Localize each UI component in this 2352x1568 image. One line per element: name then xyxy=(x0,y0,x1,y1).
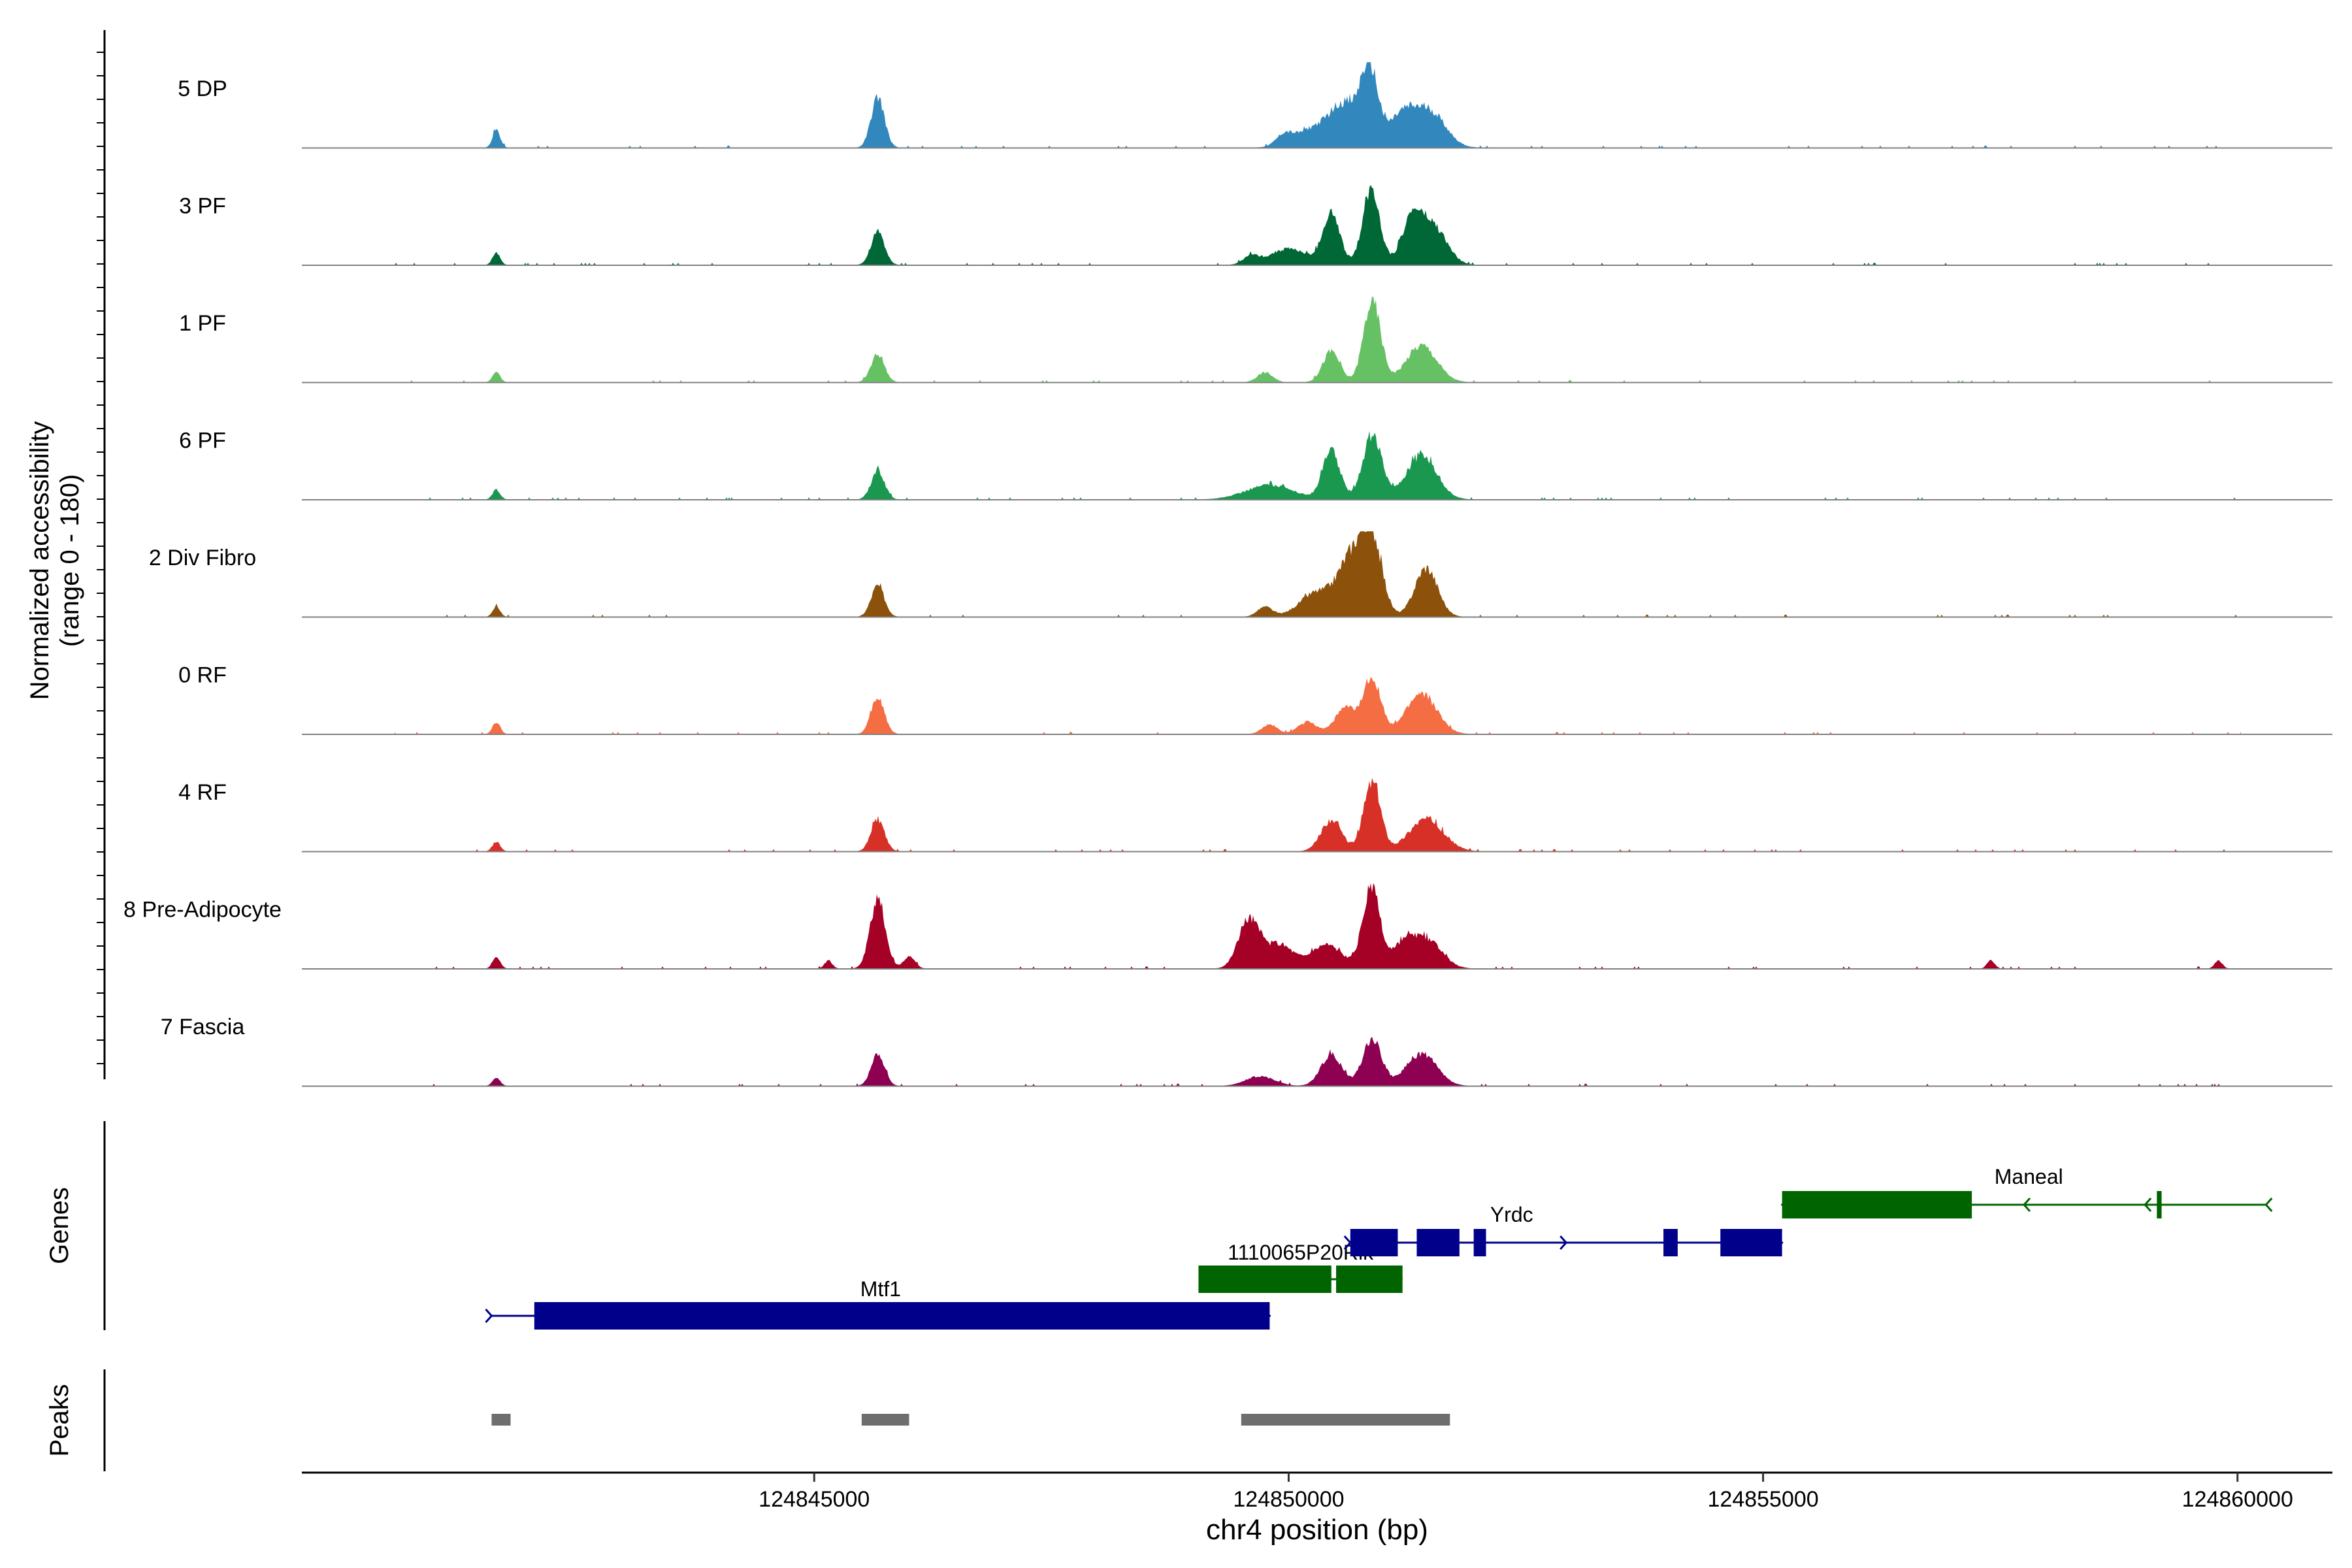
accessibility-y-axis xyxy=(97,30,106,1079)
gene-exon xyxy=(1416,1229,1460,1256)
gene-label: Maneal xyxy=(1995,1165,2063,1188)
gene-label: Mtf1 xyxy=(860,1277,901,1301)
coverage-area xyxy=(395,62,2241,148)
track-0-rf: 0 RF xyxy=(178,663,2332,735)
track-5-dp: 5 DP xyxy=(178,62,2332,149)
track-label: 2 Div Fibro xyxy=(149,546,256,570)
coverage-area xyxy=(395,883,2241,969)
strand-arrow xyxy=(1901,1197,1910,1213)
track-label: 8 Pre-Adipocyte xyxy=(123,898,282,923)
coverage-area xyxy=(395,431,2241,500)
gene-exon xyxy=(534,1302,1270,1330)
track-4-rf: 4 RF xyxy=(178,777,2332,853)
strand-arrow xyxy=(1780,1197,1789,1213)
track-2-div-fibro: 2 Div Fibro xyxy=(149,531,2332,618)
y-axis-label-line1: Normalized accessibility xyxy=(25,421,54,700)
strand-arrow xyxy=(1343,1235,1352,1250)
gene-maneal: Maneal xyxy=(1780,1165,2273,1218)
coverage-area xyxy=(395,676,2241,734)
track-label: 4 RF xyxy=(178,780,227,805)
coverage-area xyxy=(395,777,2241,852)
gene-exon xyxy=(1336,1266,1403,1293)
y-axis-label-line2: (range 0 - 180) xyxy=(56,474,84,647)
track-label: 3 PF xyxy=(179,194,226,219)
strand-arrow xyxy=(485,1308,493,1324)
track-6-pf: 6 PF xyxy=(179,429,2332,500)
gene-label: Yrdc xyxy=(1490,1203,1533,1226)
track-label: 6 PF xyxy=(179,429,226,453)
gene-exon xyxy=(1782,1191,1972,1218)
strand-arrow xyxy=(2022,1197,2031,1213)
peak-region xyxy=(861,1414,909,1426)
gene-exon xyxy=(1663,1229,1678,1256)
strand-arrow xyxy=(874,1308,882,1324)
x-tick-label: 124860000 xyxy=(2182,1487,2293,1512)
x-tick-label: 124850000 xyxy=(1233,1487,1344,1512)
strand-arrow xyxy=(1667,1235,1676,1250)
gene-exon xyxy=(1473,1229,1486,1256)
strand-arrow xyxy=(2264,1197,2273,1213)
peak-region xyxy=(1241,1414,1450,1426)
track-7-fascia: 7 Fascia xyxy=(161,1015,2332,1087)
track-label: 7 Fascia xyxy=(161,1015,245,1039)
strand-arrow xyxy=(1775,1235,1784,1250)
gene-yrdc: Yrdc xyxy=(1343,1203,1784,1256)
coverage-area xyxy=(395,297,2241,383)
strand-arrow xyxy=(1263,1308,1271,1324)
peak-region xyxy=(491,1414,511,1426)
coverage-tracks: 5 DP 3 PF 1 PF 6 PF 2 Div Fibro 0 RF 4 RF 8 Pre… xyxy=(123,62,2332,1087)
x-axis-ticks: 124845000 124850000 124855000 124860000 xyxy=(759,1473,2293,1512)
gene-exon xyxy=(1720,1229,1782,1256)
peaks-panel-label: Peaks xyxy=(45,1384,74,1456)
gene-1110065p20rik: 1110065P20Rik xyxy=(1198,1241,1403,1293)
gene-exon xyxy=(1198,1266,1331,1293)
gene-exon xyxy=(1350,1229,1398,1256)
track-8-pre-adipocyte: 8 Pre-Adipocyte xyxy=(123,883,2332,970)
x-tick-label: 124855000 xyxy=(1708,1487,1819,1512)
strand-arrow xyxy=(679,1308,688,1324)
strand-arrow xyxy=(1068,1308,1077,1324)
track-label: 1 PF xyxy=(179,311,226,336)
gene-mtf1: Mtf1 xyxy=(485,1277,1271,1330)
coverage-area xyxy=(395,185,2241,265)
strand-arrow xyxy=(1451,1235,1460,1250)
strand-arrow xyxy=(1560,1235,1568,1250)
strand-arrow xyxy=(2144,1197,2152,1213)
track-3-pf: 3 PF xyxy=(179,185,2332,266)
genes-panel-label: Genes xyxy=(45,1187,74,1264)
peak-regions-track xyxy=(491,1414,1450,1426)
x-axis-title: chr4 position (bp) xyxy=(1206,1514,1428,1546)
track-label: 0 RF xyxy=(178,663,227,688)
coverage-area xyxy=(395,1037,2241,1086)
gene-annotation-track: Mtf1 1110065P20Rik Yrdc Maneal xyxy=(485,1165,2273,1330)
coverage-area xyxy=(395,531,2241,617)
x-tick-label: 124845000 xyxy=(759,1487,870,1512)
gene-exon xyxy=(2157,1191,2162,1218)
track-1-pf: 1 PF xyxy=(179,297,2332,384)
track-label: 5 DP xyxy=(178,76,227,101)
